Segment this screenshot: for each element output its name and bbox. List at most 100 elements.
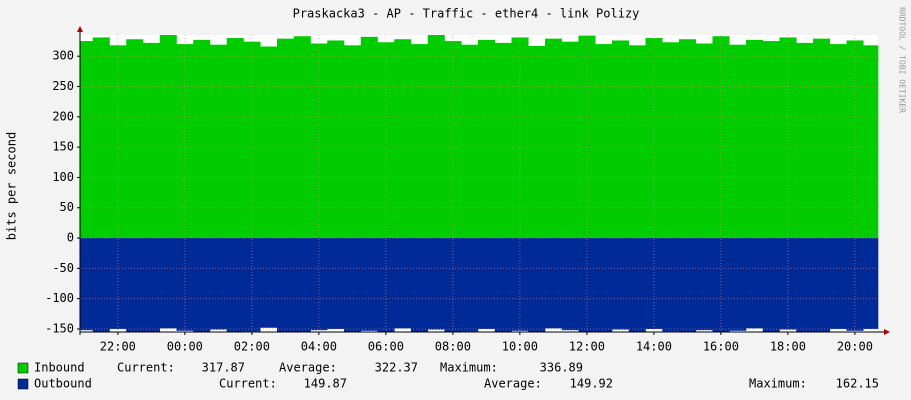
area-segment bbox=[109, 45, 127, 239]
legend-swatch bbox=[17, 378, 29, 390]
x-tick-label: 06:00 bbox=[368, 340, 404, 354]
y-tick-label: 200 bbox=[52, 109, 74, 123]
area-segment bbox=[209, 238, 228, 330]
area-segment bbox=[863, 238, 879, 329]
area-segment bbox=[80, 238, 94, 331]
area-segment bbox=[746, 39, 764, 239]
y-tick-label: 0 bbox=[67, 231, 74, 245]
area-segment bbox=[612, 238, 630, 330]
x-tick-label: 12:00 bbox=[569, 340, 605, 354]
area-segment bbox=[142, 42, 161, 239]
area-segment bbox=[126, 39, 144, 239]
area-segment bbox=[762, 238, 780, 332]
area-segment bbox=[712, 238, 730, 332]
area-segment bbox=[410, 238, 429, 332]
area-segment bbox=[494, 238, 512, 332]
legend-label: Outbound bbox=[34, 377, 92, 391]
x-tick-label: 02:00 bbox=[234, 340, 270, 354]
area-segment bbox=[394, 39, 412, 239]
area-segment bbox=[92, 37, 110, 239]
x-tick-label: 20:00 bbox=[837, 340, 873, 354]
area-segment bbox=[528, 45, 546, 239]
y-axis-label: bits per second bbox=[5, 132, 19, 240]
area-segment bbox=[813, 238, 831, 332]
area-segment bbox=[444, 41, 462, 239]
area-segment bbox=[226, 238, 244, 332]
legend-stat-value: 149.87 bbox=[304, 377, 347, 391]
legend-stat-label: Average: bbox=[484, 377, 542, 391]
area-segment bbox=[327, 40, 345, 239]
x-tick-label: 22:00 bbox=[100, 340, 136, 354]
area-segment bbox=[544, 38, 563, 239]
area-segment bbox=[645, 238, 663, 329]
y-tick-label: 250 bbox=[52, 79, 74, 93]
area-segment bbox=[410, 44, 429, 239]
area-segment bbox=[679, 39, 697, 239]
area-segment bbox=[260, 238, 278, 328]
area-segment bbox=[193, 39, 211, 239]
area-segment bbox=[209, 44, 228, 239]
area-segment bbox=[360, 238, 378, 331]
x-tick-label: 18:00 bbox=[770, 340, 806, 354]
area-segment bbox=[628, 238, 646, 332]
area-segment bbox=[544, 238, 563, 329]
area-segment bbox=[729, 44, 747, 239]
area-segment bbox=[226, 38, 244, 239]
area-segment bbox=[829, 44, 847, 239]
area-segment bbox=[377, 238, 395, 332]
axis-arrow bbox=[884, 329, 890, 335]
watermark: RRDTOOL / TOBI OETIKER bbox=[898, 7, 907, 113]
area-segment bbox=[461, 44, 479, 239]
area-segment bbox=[746, 238, 764, 329]
y-tick-label: -150 bbox=[45, 321, 74, 335]
area-segment bbox=[360, 36, 378, 239]
area-segment bbox=[863, 45, 879, 239]
legend-stat-value: 322.37 bbox=[375, 361, 418, 375]
legend-stat-label: Maximum: bbox=[749, 377, 807, 391]
area-segment bbox=[662, 238, 680, 332]
area-segment bbox=[578, 238, 596, 332]
area-segment bbox=[662, 42, 680, 239]
area-segment bbox=[159, 238, 177, 329]
area-segment bbox=[427, 35, 445, 239]
area-segment bbox=[276, 38, 295, 239]
y-tick-label: 150 bbox=[52, 140, 74, 154]
area-segment bbox=[176, 44, 194, 239]
area-segment bbox=[695, 238, 713, 331]
area-segment bbox=[126, 238, 144, 332]
area-segment bbox=[561, 41, 579, 239]
x-tick-label: 14:00 bbox=[636, 340, 672, 354]
axis-arrow bbox=[77, 26, 83, 32]
area-segment bbox=[477, 238, 496, 329]
chart-title: Praskacka3 - AP - Traffic - ether4 - lin… bbox=[293, 7, 640, 21]
area-segment bbox=[695, 43, 713, 239]
area-segment bbox=[779, 238, 797, 330]
area-segment bbox=[193, 238, 211, 332]
area-segment bbox=[109, 238, 127, 329]
legend-stat-label: Maximum: bbox=[440, 361, 498, 375]
area-segment bbox=[578, 35, 596, 239]
area-segment bbox=[394, 238, 412, 329]
area-segment bbox=[796, 238, 814, 332]
area-segment bbox=[92, 238, 110, 332]
area-segment bbox=[343, 45, 362, 239]
area-segment bbox=[494, 42, 512, 239]
area-segment bbox=[813, 38, 831, 239]
legend-stat-value: 317.87 bbox=[202, 361, 245, 375]
area-segment bbox=[796, 42, 814, 239]
area-segment bbox=[343, 238, 362, 332]
area-segment bbox=[327, 238, 345, 329]
x-tick-label: 16:00 bbox=[703, 340, 739, 354]
area-segment bbox=[276, 238, 295, 332]
legend-stat-label: Average: bbox=[279, 361, 337, 375]
legend-label: Inbound bbox=[34, 361, 85, 375]
area-segment bbox=[477, 39, 496, 239]
area-segment bbox=[293, 36, 311, 239]
y-tick-label: 50 bbox=[60, 200, 74, 214]
area-segment bbox=[159, 35, 177, 239]
area-segment bbox=[293, 238, 311, 332]
y-tick-label: 300 bbox=[52, 49, 74, 63]
area-segment bbox=[561, 238, 579, 331]
